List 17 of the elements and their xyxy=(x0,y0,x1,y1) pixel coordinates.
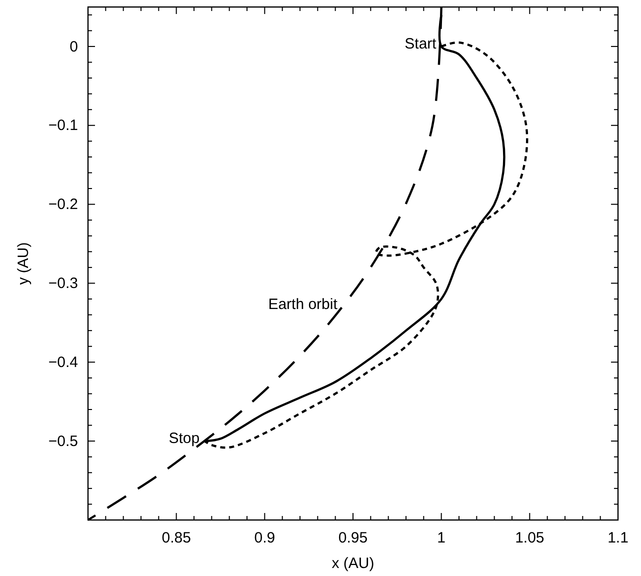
annotation: Stop xyxy=(168,430,200,448)
annotation: Start xyxy=(404,35,438,52)
x-tick-label: 0.95 xyxy=(338,530,368,547)
y-tick-label: −0.1 xyxy=(48,117,78,134)
x-tick-label: 1 xyxy=(437,530,446,547)
y-axis-title: y (AU) xyxy=(15,242,32,285)
x-tick-label: 1.1 xyxy=(608,530,628,547)
x-tick-label: 0.85 xyxy=(162,530,191,547)
y-tick-label: −0.4 xyxy=(48,354,78,371)
x-tick-label: 0.9 xyxy=(254,530,276,547)
y-tick-label: −0.3 xyxy=(48,275,78,292)
y-tick-label: −0.2 xyxy=(48,196,78,214)
annotation: Earth orbit xyxy=(268,296,338,313)
y-tick-label: 0 xyxy=(70,38,78,56)
x-tick-label: 1.05 xyxy=(515,530,544,547)
x-axis-title: x (AU) xyxy=(332,555,374,572)
y-tick-label: −0.5 xyxy=(48,432,78,450)
